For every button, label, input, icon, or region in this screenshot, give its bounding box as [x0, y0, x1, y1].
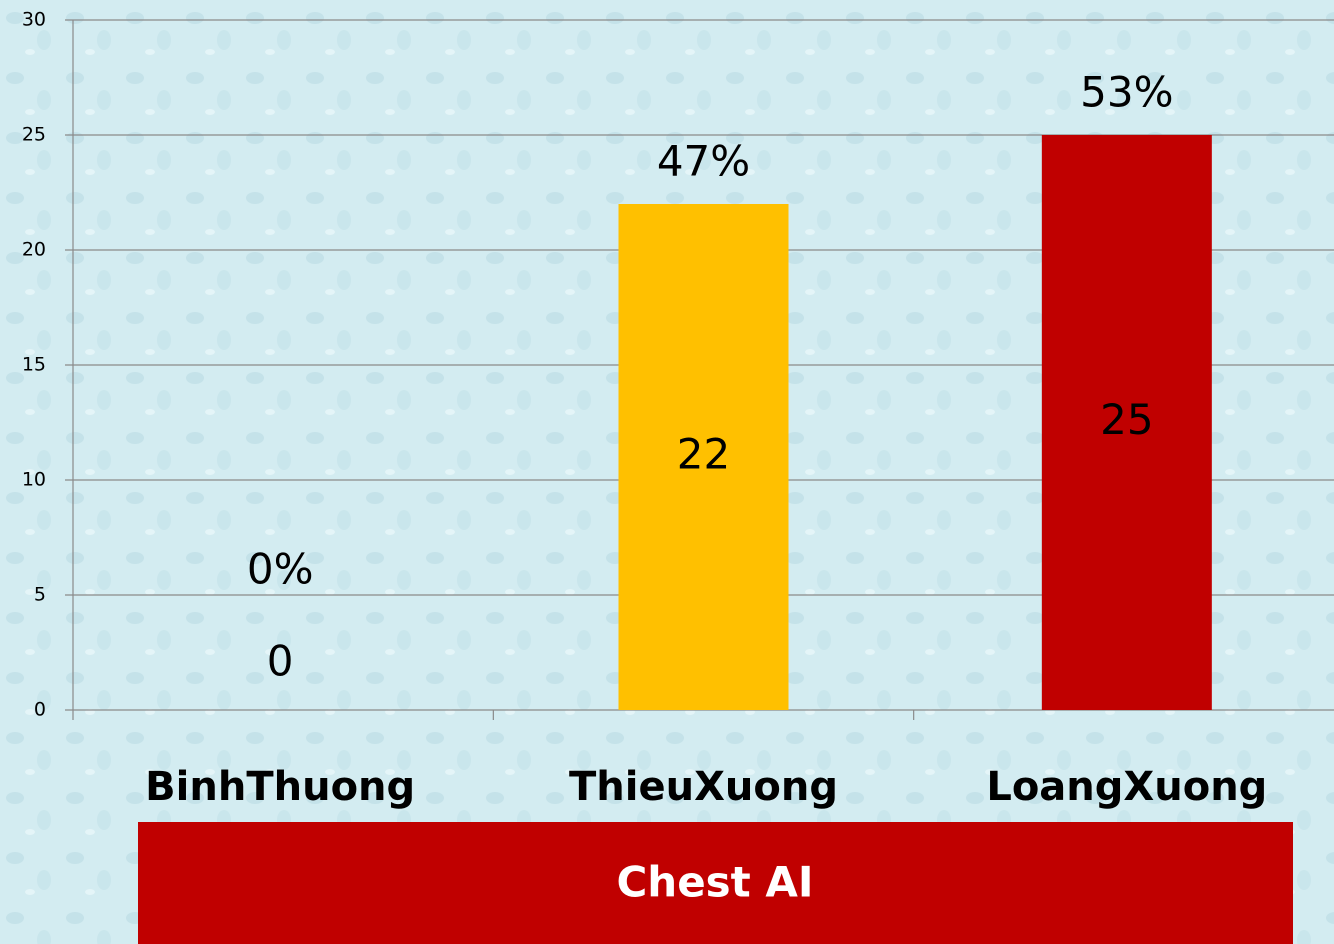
x-tick-label: ThieuXuong: [569, 764, 838, 810]
value-label: 25: [1100, 395, 1153, 444]
x-tick-label: LoangXuong: [986, 764, 1267, 810]
y-tick-label: 25: [22, 124, 46, 146]
x-tick-label: BinhThuong: [145, 764, 415, 810]
percent-label: 47%: [657, 137, 750, 186]
y-tick-label: 15: [22, 354, 46, 376]
x-label: Chest AI: [616, 858, 813, 907]
y-tick-label: 20: [22, 239, 46, 261]
percent-label: 53%: [1080, 68, 1173, 117]
bar: [1041, 135, 1212, 710]
value-label: 22: [677, 430, 730, 479]
x-label-banner: [138, 822, 1293, 944]
y-tick-label: 0: [34, 699, 46, 721]
percent-label: 0%: [247, 545, 314, 594]
bar: [618, 204, 789, 710]
y-tick-label: 5: [34, 584, 46, 606]
value-label: 0: [267, 637, 294, 686]
y-tick-label: 30: [22, 9, 46, 31]
y-tick-label: 10: [22, 469, 46, 491]
